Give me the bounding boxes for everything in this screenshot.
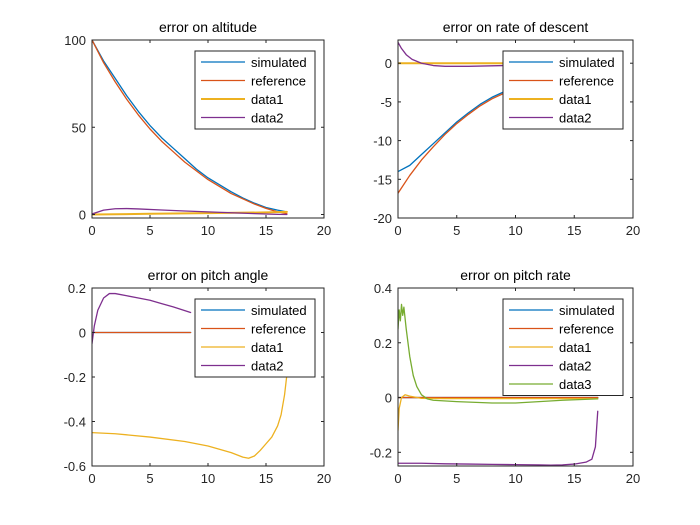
chart-title: error on rate of descent: [443, 19, 589, 35]
series-line-reference: [92, 40, 288, 215]
legend-label-data3: data3: [559, 377, 592, 392]
legend-label-data2: data2: [251, 359, 284, 374]
chart-title: error on pitch rate: [460, 267, 571, 283]
series-line-data1: [398, 394, 599, 432]
legend: simulated reference data1 data2: [194, 50, 316, 130]
y-tick-label: -0.6: [64, 459, 86, 474]
y-tick-label: 0: [79, 326, 86, 341]
subplot-1: error on altitude 0 5 10 15 20 0 50 100 simulated…: [64, 19, 331, 238]
x-tick-label: 0: [394, 223, 401, 238]
y-tick-label: -0.2: [64, 370, 86, 385]
series-line-simulated: [92, 40, 288, 213]
x-tick-label: 5: [146, 223, 153, 238]
x-tick-label: 5: [453, 223, 460, 238]
series-line-data2: [398, 410, 599, 466]
legend-label-reference: reference: [251, 322, 306, 337]
series-line-reference: [398, 92, 505, 194]
legend-label-data1: data1: [559, 92, 592, 107]
series-group: [398, 41, 505, 194]
subplot-3: error on pitch angle 0 5 10 15 20 -0.6 -0.4 -0.2…: [64, 267, 332, 486]
x-tick-label: 15: [567, 223, 581, 238]
y-tick-label: -15: [373, 172, 392, 187]
x-tick-label: 15: [567, 471, 581, 486]
y-tick-label: -5: [380, 95, 392, 110]
x-tick-label: 15: [259, 471, 273, 486]
legend-label-data2: data2: [251, 111, 284, 126]
y-tick-label: 0: [79, 208, 86, 223]
legend-box: [194, 298, 316, 378]
legend-label-data2: data2: [559, 359, 592, 374]
y-tick-label: 0.4: [374, 281, 392, 296]
series-line-data2: [92, 292, 192, 345]
x-tick-label: 10: [508, 223, 522, 238]
y-tick-label: 100: [64, 33, 86, 48]
x-tick-label: 5: [453, 471, 460, 486]
series-line-data1: [92, 210, 288, 216]
y-tick-label: -0.2: [370, 445, 392, 460]
x-tick-label: 15: [259, 223, 273, 238]
legend-label-data1: data1: [251, 92, 284, 107]
series-line-data3: [398, 303, 599, 404]
x-tick-label: 10: [201, 471, 215, 486]
legend-box: [194, 50, 316, 130]
legend-label-reference: reference: [559, 322, 614, 337]
x-tick-label: 10: [508, 471, 522, 486]
legend: simulated reference data1 data2: [502, 50, 624, 130]
series-line-simulated: [398, 91, 505, 173]
legend-label-simulated: simulated: [559, 55, 615, 70]
series-group: [92, 40, 288, 216]
x-tick-label: 0: [88, 471, 95, 486]
legend: simulated reference data1 data2: [194, 298, 316, 378]
y-tick-label: 0: [385, 391, 392, 406]
x-tick-label: 20: [317, 223, 331, 238]
legend-label-simulated: simulated: [251, 303, 307, 318]
y-tick-label: 50: [72, 120, 86, 135]
x-tick-label: 0: [394, 471, 401, 486]
y-tick-label: 0: [385, 56, 392, 71]
x-tick-label: 0: [88, 223, 95, 238]
series-group: [398, 303, 599, 466]
subplot-2: error on rate of descent 0 5 10 15 20 -20 -15 -1…: [373, 19, 640, 238]
y-tick-label: -0.4: [64, 415, 86, 430]
x-tick-label: 10: [201, 223, 215, 238]
legend-label-data1: data1: [251, 340, 284, 355]
legend-label-simulated: simulated: [251, 55, 307, 70]
x-tick-label: 5: [146, 471, 153, 486]
y-tick-label: -10: [373, 134, 392, 149]
legend-box: [502, 50, 624, 130]
x-tick-label: 20: [626, 223, 640, 238]
series-line-data2: [398, 41, 505, 67]
legend-label-reference: reference: [559, 74, 614, 89]
y-tick-label: -20: [373, 211, 392, 226]
y-tick-label: 0.2: [68, 281, 86, 296]
x-tick-label: 20: [626, 471, 640, 486]
series-line-data2: [92, 207, 288, 216]
y-tick-label: 0.2: [374, 336, 392, 351]
series-line-data1: [92, 374, 288, 459]
legend-label-reference: reference: [251, 74, 306, 89]
legend-label-simulated: simulated: [559, 303, 615, 318]
legend-label-data2: data2: [559, 111, 592, 126]
chart-title: error on altitude: [159, 19, 257, 35]
x-tick-label: 20: [317, 471, 331, 486]
legend-label-data1: data1: [559, 340, 592, 355]
chart-title: error on pitch angle: [148, 267, 269, 283]
series-group: [92, 292, 288, 459]
legend: simulated reference data1 data2 data3: [502, 298, 624, 396]
